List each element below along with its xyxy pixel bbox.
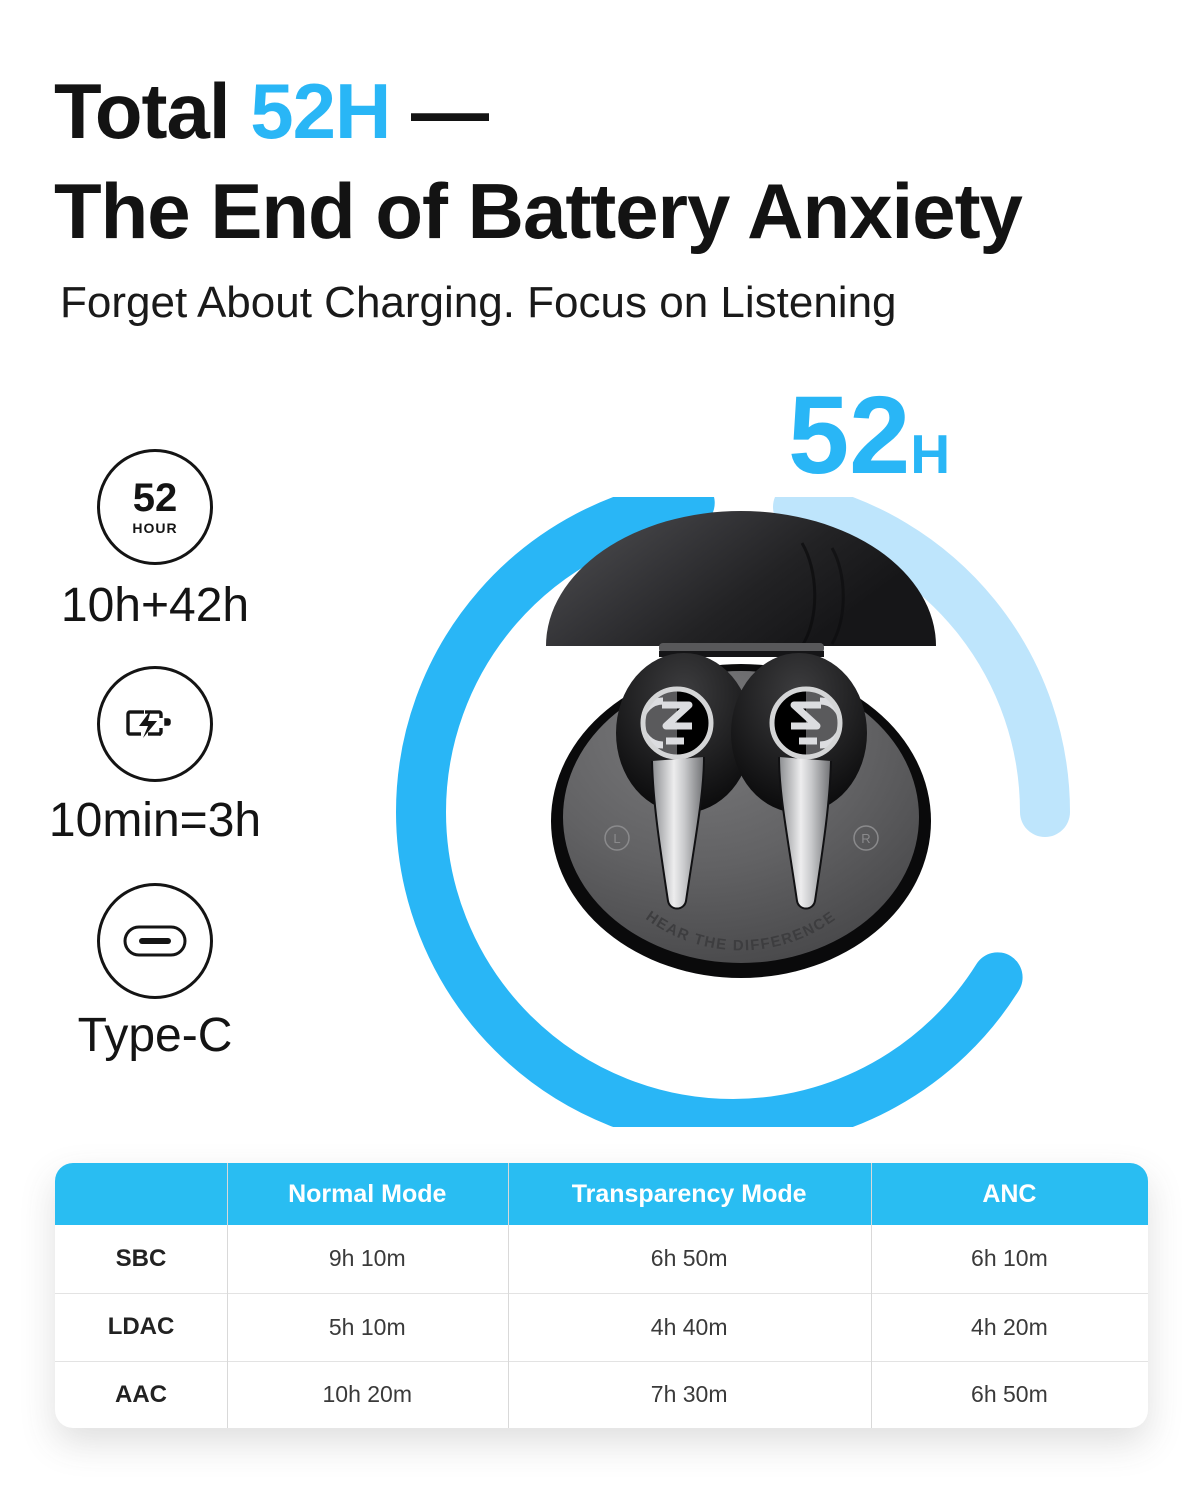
svg-text:R: R <box>861 831 870 846</box>
svg-text:L: L <box>613 831 620 846</box>
